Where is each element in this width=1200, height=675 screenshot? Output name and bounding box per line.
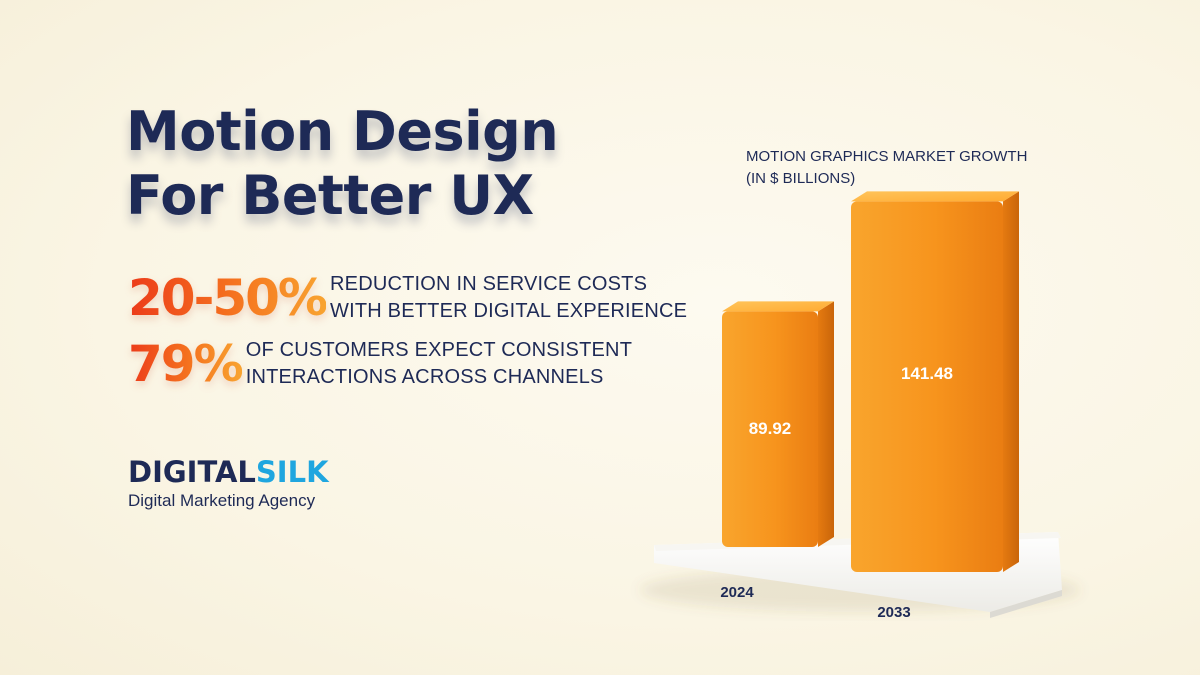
chart-title-line-2: (IN $ BILLIONS) xyxy=(746,170,856,187)
category-label-2033: 2033 xyxy=(877,604,910,621)
bar-2024: 89.92 xyxy=(722,301,834,547)
page-title: Motion Design For Better UX xyxy=(126,100,559,228)
brand-logo: DIGITALSILK Digital Marketing Agency xyxy=(128,455,329,511)
bar-2033: 141.48 xyxy=(851,191,1019,573)
chart-title: MOTION GRAPHICS MARKET GROWTH (IN $ BILL… xyxy=(746,146,1027,190)
stat-percentage: 79% xyxy=(128,335,244,393)
bars-layer: 89.92 141.48 xyxy=(722,191,1019,573)
stat-description: OF CUSTOMERS EXPECT CONSISTENT INTERACTI… xyxy=(246,337,632,391)
stat-consistent-interactions: 79% OF CUSTOMERS EXPECT CONSISTENT INTER… xyxy=(128,337,632,391)
bar-value-label: 89.92 xyxy=(749,419,792,438)
title-line-2: For Better UX xyxy=(126,164,534,227)
stat-description-line-1: OF CUSTOMERS EXPECT CONSISTENT xyxy=(245,339,633,361)
brand-tagline: Digital Marketing Agency xyxy=(128,491,316,510)
category-labels: 2024 2033 xyxy=(720,584,910,621)
stat-description-line-2: WITH BETTER DIGITAL EXPERIENCE xyxy=(330,300,688,322)
title-line-1: Motion Design xyxy=(126,100,559,163)
bar-side-face xyxy=(818,301,834,547)
bar-side-face xyxy=(1003,191,1019,573)
bar-top-face xyxy=(722,301,834,312)
brand-word-light: SILK xyxy=(255,455,329,489)
brand-word-dark: DIGITAL xyxy=(128,455,256,489)
category-label-2024: 2024 xyxy=(720,584,754,601)
stat-service-costs: 20-50% REDUCTION IN SERVICE COSTS WITH B… xyxy=(128,271,687,325)
bar-top-face xyxy=(851,191,1019,202)
stat-percentage: 20-50% xyxy=(128,269,328,327)
bar-front-face xyxy=(851,201,1003,573)
stat-description-line-2: INTERACTIONS ACROSS CHANNELS xyxy=(245,366,604,388)
bar-value-label: 141.48 xyxy=(901,364,953,383)
brand-wordmark: DIGITALSILK xyxy=(128,455,329,489)
stat-description: REDUCTION IN SERVICE COSTS WITH BETTER D… xyxy=(330,271,687,325)
chart-title-line-1: MOTION GRAPHICS MARKET GROWTH xyxy=(746,148,1028,165)
stat-description-line-1: REDUCTION IN SERVICE COSTS xyxy=(330,273,648,295)
bar-front-face xyxy=(722,311,818,547)
